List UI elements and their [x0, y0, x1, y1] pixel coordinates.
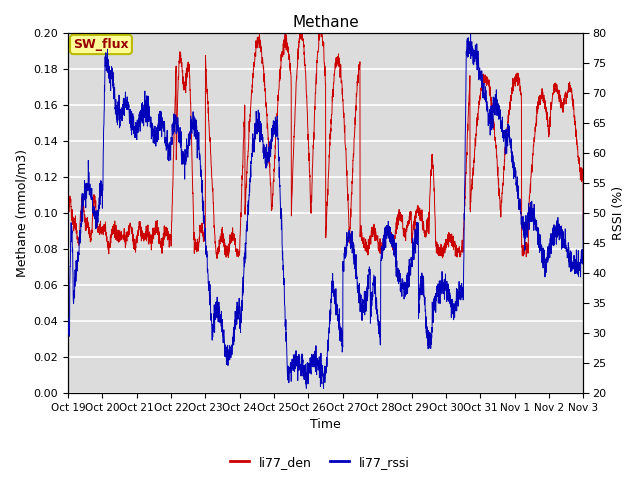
- Legend: li77_den, li77_rssi: li77_den, li77_rssi: [225, 451, 415, 474]
- X-axis label: Time: Time: [310, 419, 341, 432]
- Title: Methane: Methane: [292, 15, 359, 30]
- Text: SW_flux: SW_flux: [73, 38, 129, 51]
- Y-axis label: Methane (mmol/m3): Methane (mmol/m3): [15, 149, 28, 277]
- Y-axis label: RSSI (%): RSSI (%): [612, 186, 625, 240]
